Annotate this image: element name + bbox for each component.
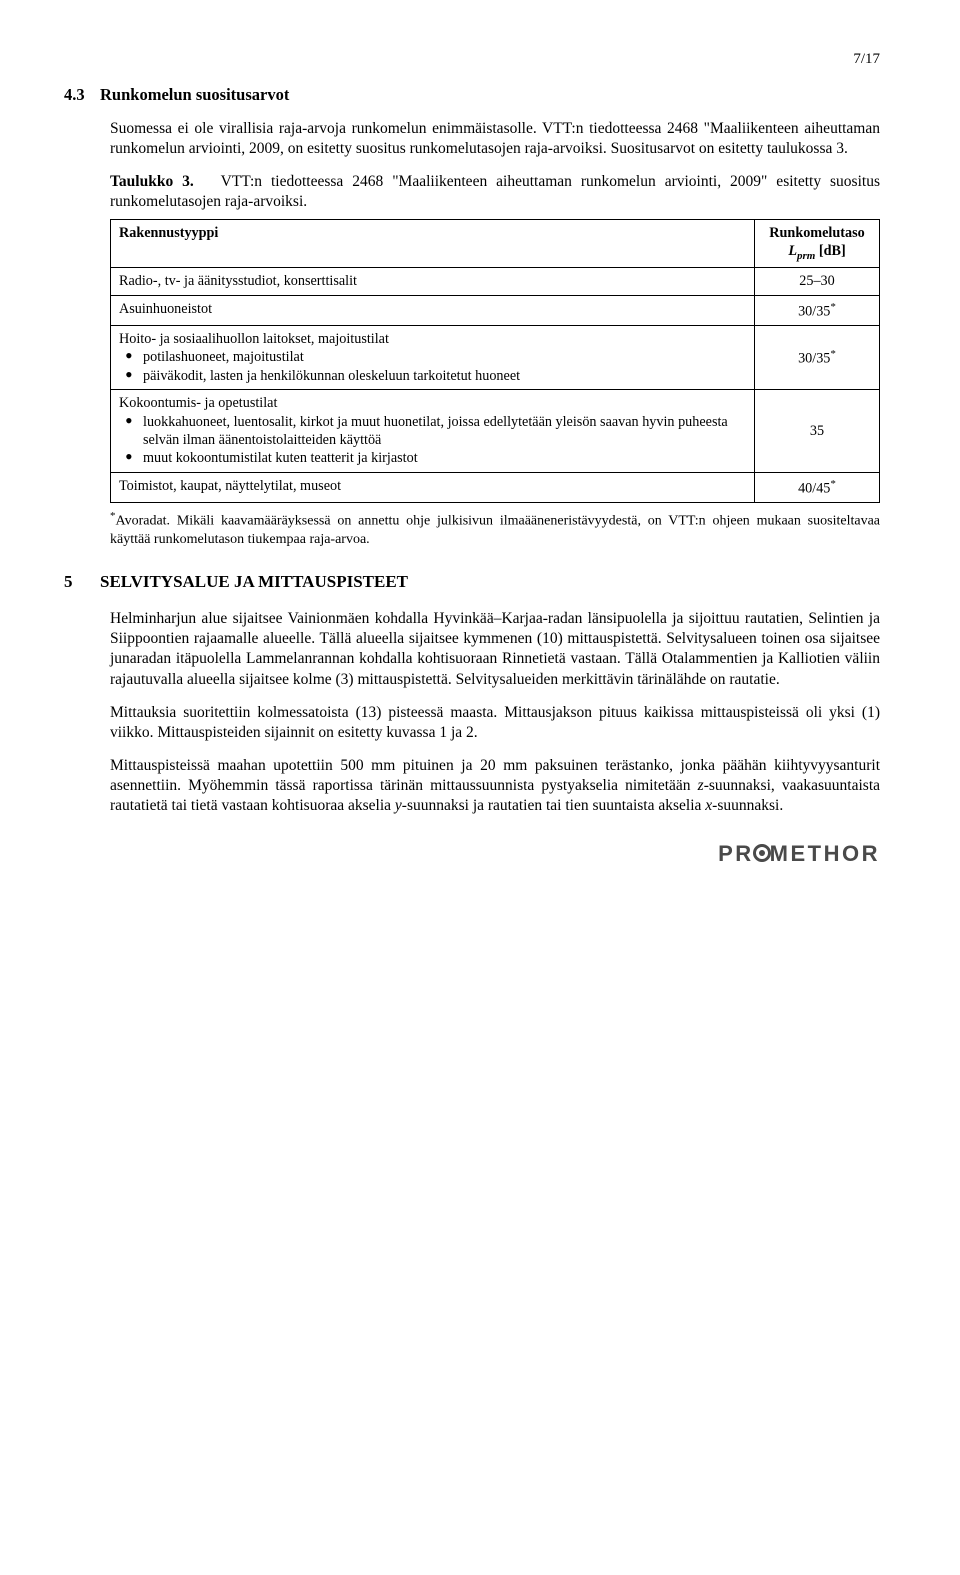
section-number: 5	[54, 571, 100, 593]
table-header-row: Rakennustyyppi Runkomelutaso Lprm [dB]	[111, 219, 880, 268]
section-title: Runkomelun suositusarvot	[100, 85, 289, 104]
promethor-logo: PR METHOR	[718, 840, 880, 869]
row-label: Toimistot, kaupat, näyttelytilat, museot	[111, 472, 755, 502]
row-value: 35	[755, 390, 880, 473]
row-group-label: Kokoontumis- ja opetustilat luokkahuonee…	[111, 390, 755, 473]
row-value: 40/45*	[755, 472, 880, 502]
row-value: 30/35*	[755, 295, 880, 325]
table-3: Rakennustyyppi Runkomelutaso Lprm [dB] R…	[110, 219, 880, 504]
table-row-group: Kokoontumis- ja opetustilat luokkahuonee…	[111, 390, 880, 473]
group-title: Kokoontumis- ja opetustilat	[119, 394, 746, 412]
header-symbol: Lprm	[788, 243, 815, 259]
header-unit: [dB]	[815, 243, 845, 259]
header-runkomelutaso: Runkomelutaso Lprm [dB]	[755, 219, 880, 268]
row-label: Asuinhuoneistot	[111, 295, 755, 325]
table-row: Toimistot, kaupat, näyttelytilat, museot…	[111, 472, 880, 502]
group-title: Hoito- ja sosiaalihuollon laitokset, maj…	[119, 330, 746, 348]
header-line1: Runkomelutaso	[769, 225, 864, 241]
logo-text-post: METHOR	[770, 841, 880, 866]
section-title: SELVITYSALUE JA MITTAUSPISTEET	[100, 572, 408, 591]
footnote-text: Avoradat. Mikäli kaavamääräyksessä on an…	[110, 514, 880, 547]
section-4-3-heading: 4.3Runkomelun suositusarvot	[110, 84, 880, 105]
list-item: luokkahuoneet, luentosalit, kirkot ja mu…	[143, 413, 746, 450]
table-3-footnote: *Avoradat. Mikäli kaavamääräyksessä on a…	[110, 509, 880, 549]
page-number: 7/17	[110, 50, 880, 70]
row-value: 25–30	[755, 268, 880, 295]
section-5-paragraph-2: Mittauksia suoritettiin kolmessatoista (…	[110, 703, 880, 743]
table-row: Radio-, tv- ja äänitysstudiot, konsertti…	[111, 268, 880, 295]
section-5-heading: 5SELVITYSALUE JA MITTAUSPISTEET	[110, 571, 880, 593]
section-4-3-paragraph: Suomessa ei ole virallisia raja-arvoja r…	[110, 119, 880, 159]
table-caption-label: Taulukko 3.	[110, 173, 194, 190]
table-row-group: Hoito- ja sosiaalihuollon laitokset, maj…	[111, 325, 880, 389]
row-label: Radio-, tv- ja äänitysstudiot, konsertti…	[111, 268, 755, 295]
list-item: potilashuoneet, majoitustilat	[143, 348, 746, 366]
logo-text-pre: PR	[718, 841, 754, 866]
section-5-paragraph-1: Helminharjun alue sijaitsee Vainionmäen …	[110, 609, 880, 690]
row-group-label: Hoito- ja sosiaalihuollon laitokset, maj…	[111, 325, 755, 389]
table-3-caption: Taulukko 3. VTT:n tiedotteessa 2468 "Maa…	[110, 172, 880, 212]
table-caption-text: VTT:n tiedotteessa 2468 "Maaliikenteen a…	[110, 173, 880, 210]
header-rakennustyyppi: Rakennustyyppi	[111, 219, 755, 268]
row-value: 30/35*	[755, 325, 880, 389]
logo-ring-icon	[753, 844, 771, 862]
table-row: Asuinhuoneistot 30/35*	[111, 295, 880, 325]
section-5-paragraph-3: Mittauspisteissä maahan upotettiin 500 m…	[110, 756, 880, 816]
list-item: päiväkodit, lasten ja henkilökunnan oles…	[143, 367, 746, 385]
list-item: muut kokoontumistilat kuten teatterit ja…	[143, 449, 746, 467]
footer-logo-row: PR METHOR	[110, 840, 880, 869]
section-number: 4.3	[54, 84, 100, 105]
